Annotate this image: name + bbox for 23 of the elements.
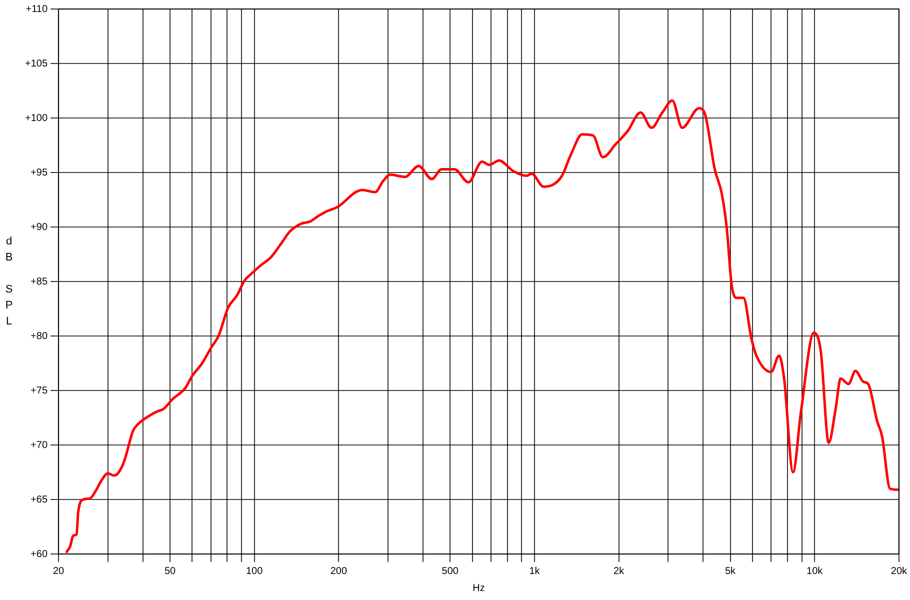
y-tick-label: +60	[30, 548, 48, 560]
y-tick-label: +95	[30, 167, 48, 178]
y-tick-label: +110	[26, 4, 48, 15]
x-tick-label: 500	[442, 566, 459, 577]
y-tick-label: +100	[24, 112, 48, 124]
text: dB SPL	[5, 236, 13, 328]
x-tick-label: 100	[246, 566, 264, 577]
x-tick-label: 1k	[529, 566, 541, 577]
y-tick-label: +85	[30, 276, 48, 288]
y-tick-label: +70	[30, 440, 48, 451]
x-tick-label: 20k	[890, 566, 908, 577]
y-tick-label: +90	[30, 222, 48, 233]
x-tick-label: 10k	[806, 566, 824, 577]
y-tick-label: +105	[24, 58, 48, 70]
x-tick-label: 20	[52, 566, 65, 577]
x-tick-label: 50	[164, 566, 176, 577]
x-tick-label: 2k	[614, 566, 626, 577]
y-tick-label: +75	[30, 385, 48, 396]
x-tick-label: 5k	[724, 566, 737, 577]
y-tick-label: +65	[30, 494, 48, 506]
x-axis-title: Hz	[472, 582, 485, 594]
y-tick-label: +80	[30, 330, 48, 342]
x-tick-label: 200	[330, 566, 348, 577]
